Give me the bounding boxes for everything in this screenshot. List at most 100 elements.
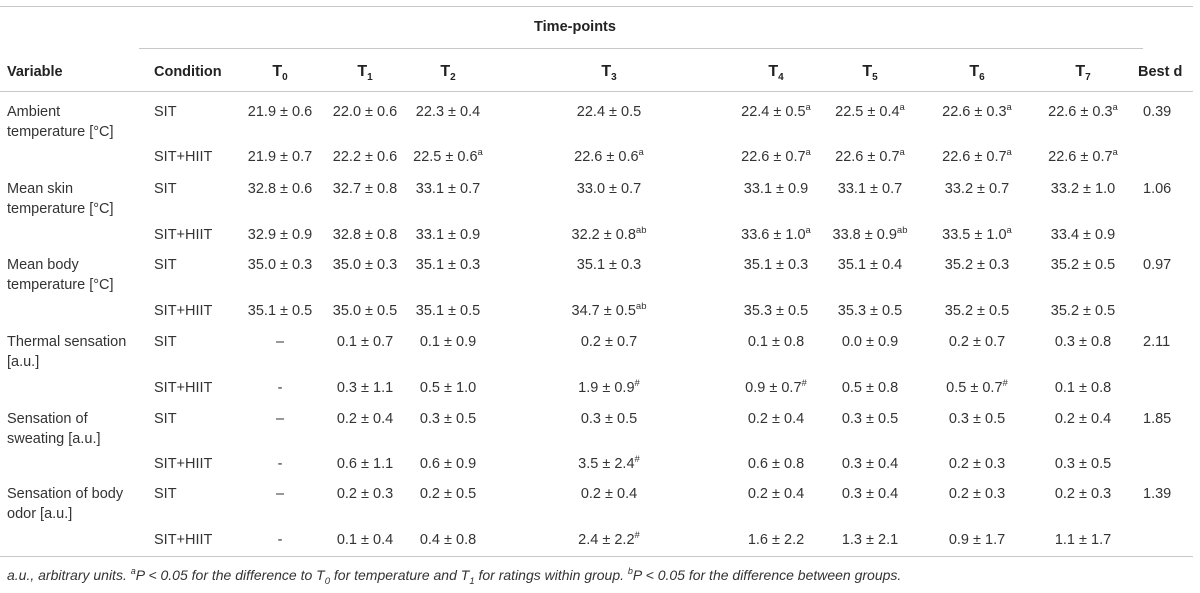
table-cell: 0.3 ± 0.4: [841, 456, 899, 472]
condition-label: SIT: [154, 411, 177, 427]
table-cell: 0.9 ± 0.7#: [745, 378, 807, 396]
header-condition: Condition: [154, 64, 222, 80]
table-cell: 21.9 ± 0.6: [247, 104, 313, 120]
header-timepoint: T5: [862, 63, 878, 83]
table-cell: 33.2 ± 1.0: [1050, 181, 1116, 197]
header-timepoint: T6: [969, 63, 985, 83]
bottom-rule: [0, 556, 1193, 557]
best-d-value: 0.39: [1143, 104, 1172, 120]
table-cell: 0.3 ± 1.1: [336, 380, 394, 396]
table-cell: 0.0 ± 0.9: [841, 334, 899, 350]
variable-label: odor [a.u.]: [7, 506, 73, 522]
header-best-d: Best d: [1138, 64, 1183, 80]
table-cell: 0.3 ± 0.5: [580, 411, 638, 427]
table-cell: 35.1 ± 0.3: [415, 257, 481, 273]
condition-label: SIT: [154, 104, 177, 120]
header-timepoint: T1: [357, 63, 373, 83]
table-cell: 0.4 ± 0.8: [419, 532, 477, 548]
table-cell: 35.0 ± 0.3: [332, 257, 398, 273]
variable-label: Ambient: [7, 104, 61, 120]
header-timepoint: T7: [1075, 63, 1091, 83]
table-cell: 1.6 ± 2.2: [747, 532, 805, 548]
table-cell: 22.6 ± 0.7a: [835, 147, 905, 165]
table-cell: 22.2 ± 0.6: [332, 149, 398, 165]
table-cell: 0.1 ± 0.7: [336, 334, 394, 350]
table-cell: 33.4 ± 0.9: [1050, 227, 1116, 243]
condition-label: SIT+HIIT: [154, 227, 213, 243]
header-rule: [0, 91, 1193, 92]
spanner-rule: [139, 48, 1143, 49]
table-cell: 35.3 ± 0.5: [743, 303, 809, 319]
condition-label: SIT+HIIT: [154, 532, 213, 548]
table-cell: 33.1 ± 0.7: [415, 181, 481, 197]
table-cell: 33.8 ± 0.9ab: [832, 225, 908, 243]
table-cell: 22.5 ± 0.6a: [413, 147, 483, 165]
condition-label: SIT+HIIT: [154, 149, 213, 165]
table-cell: –: [275, 486, 285, 502]
table-cell: 35.2 ± 0.3: [944, 257, 1010, 273]
table-cell: 22.6 ± 0.7a: [942, 147, 1012, 165]
table-cell: 33.0 ± 0.7: [576, 181, 642, 197]
variable-label: temperature [°C]: [7, 124, 114, 140]
table-cell: –: [275, 411, 285, 427]
table-cell: 33.5 ± 1.0a: [942, 225, 1012, 243]
header-timepoint: T4: [768, 63, 784, 83]
table-cell: 34.7 ± 0.5ab: [571, 301, 647, 319]
table-cell: 35.0 ± 0.5: [332, 303, 398, 319]
footnote: a.u., arbitrary units. aP < 0.05 for the…: [7, 566, 902, 587]
best-d-value: 0.97: [1143, 257, 1172, 273]
table-cell: 0.1 ± 0.4: [336, 532, 394, 548]
table-cell: -: [277, 532, 283, 548]
variable-label: sweating [a.u.]: [7, 431, 101, 447]
variable-label: temperature [°C]: [7, 201, 114, 217]
table-cell: 22.4 ± 0.5: [576, 104, 642, 120]
table-cell: 32.8 ± 0.6: [247, 181, 313, 197]
table-cell: 1.3 ± 2.1: [841, 532, 899, 548]
table-cell: 35.1 ± 0.5: [247, 303, 313, 319]
condition-label: SIT: [154, 181, 177, 197]
header-timepoint: T3: [601, 63, 617, 83]
table-cell: 22.4 ± 0.5a: [741, 102, 811, 120]
condition-label: SIT+HIIT: [154, 456, 213, 472]
header-variable: Variable: [7, 64, 63, 80]
variable-label: Thermal sensation: [7, 334, 127, 350]
table-cell: 35.1 ± 0.3: [743, 257, 809, 273]
table-cell: 1.1 ± 1.7: [1054, 532, 1112, 548]
table-cell: 22.0 ± 0.6: [332, 104, 398, 120]
best-d-value: 1.85: [1143, 411, 1172, 427]
table-cell: 0.3 ± 0.5: [841, 411, 899, 427]
table-cell: 0.5 ± 1.0: [419, 380, 477, 396]
table-cell: 0.2 ± 0.7: [580, 334, 638, 350]
top-rule: [0, 6, 1193, 7]
condition-label: SIT: [154, 334, 177, 350]
variable-label: Mean skin: [7, 181, 74, 197]
table-cell: 22.6 ± 0.3a: [942, 102, 1012, 120]
table-cell: 22.3 ± 0.4: [415, 104, 481, 120]
table-cell: 35.2 ± 0.5: [1050, 257, 1116, 273]
table-cell: 35.1 ± 0.5: [415, 303, 481, 319]
condition-label: SIT+HIIT: [154, 380, 213, 396]
table-cell: 33.1 ± 0.9: [415, 227, 481, 243]
table-cell: -: [277, 456, 283, 472]
best-d-value: 1.39: [1143, 486, 1172, 502]
table-cell: 0.6 ± 0.8: [747, 456, 805, 472]
header-timepoint: T0: [272, 63, 288, 83]
variable-label: Mean body: [7, 257, 79, 273]
table-cell: 2.4 ± 2.2#: [578, 530, 640, 548]
table-cell: 22.6 ± 0.7a: [741, 147, 811, 165]
table-cell: 0.9 ± 1.7: [948, 532, 1006, 548]
table-cell: 0.5 ± 0.8: [841, 380, 899, 396]
table-cell: 3.5 ± 2.4#: [578, 454, 640, 472]
header-timepoint: T2: [440, 63, 456, 83]
table-cell: 35.0 ± 0.3: [247, 257, 313, 273]
table-cell: 32.2 ± 0.8ab: [571, 225, 647, 243]
table-cell: 32.7 ± 0.8: [332, 181, 398, 197]
table-cell: 0.2 ± 0.4: [747, 486, 805, 502]
table-cell: 33.1 ± 0.9: [743, 181, 809, 197]
table-cell: -: [277, 380, 283, 396]
table-cell: 0.2 ± 0.4: [580, 486, 638, 502]
table-cell: 33.6 ± 1.0a: [741, 225, 811, 243]
table-cell: 32.8 ± 0.8: [332, 227, 398, 243]
spanner-header: Time-points: [534, 19, 616, 35]
table-cell: 0.3 ± 0.8: [1054, 334, 1112, 350]
